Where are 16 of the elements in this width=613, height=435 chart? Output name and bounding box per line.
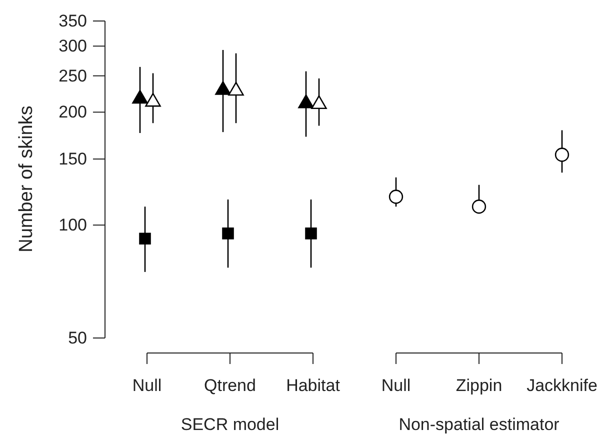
text: Non-spatial estimator [398, 415, 560, 434]
y-tick-label: 200 [58, 102, 87, 122]
x-tick-label: Null [132, 376, 162, 395]
y-tick-label: 350 [58, 11, 87, 30]
x-tick-label: Zippin [456, 376, 502, 395]
y-tick-label: 50 [68, 328, 87, 348]
x-tick-label: Null [381, 376, 411, 395]
y-tick-label: 100 [58, 216, 87, 235]
y-tick-label: 300 [58, 36, 87, 56]
y-tick-label: 250 [58, 66, 87, 86]
y-axis-title: Number of skinks [16, 106, 37, 252]
x-tick-label: Qtrend [204, 376, 256, 395]
x-tick-label: Habitat [286, 376, 340, 395]
y-tick-label: 150 [58, 149, 87, 168]
text: SECR model [180, 415, 280, 434]
x-tick-label: Jackknife [526, 376, 598, 395]
